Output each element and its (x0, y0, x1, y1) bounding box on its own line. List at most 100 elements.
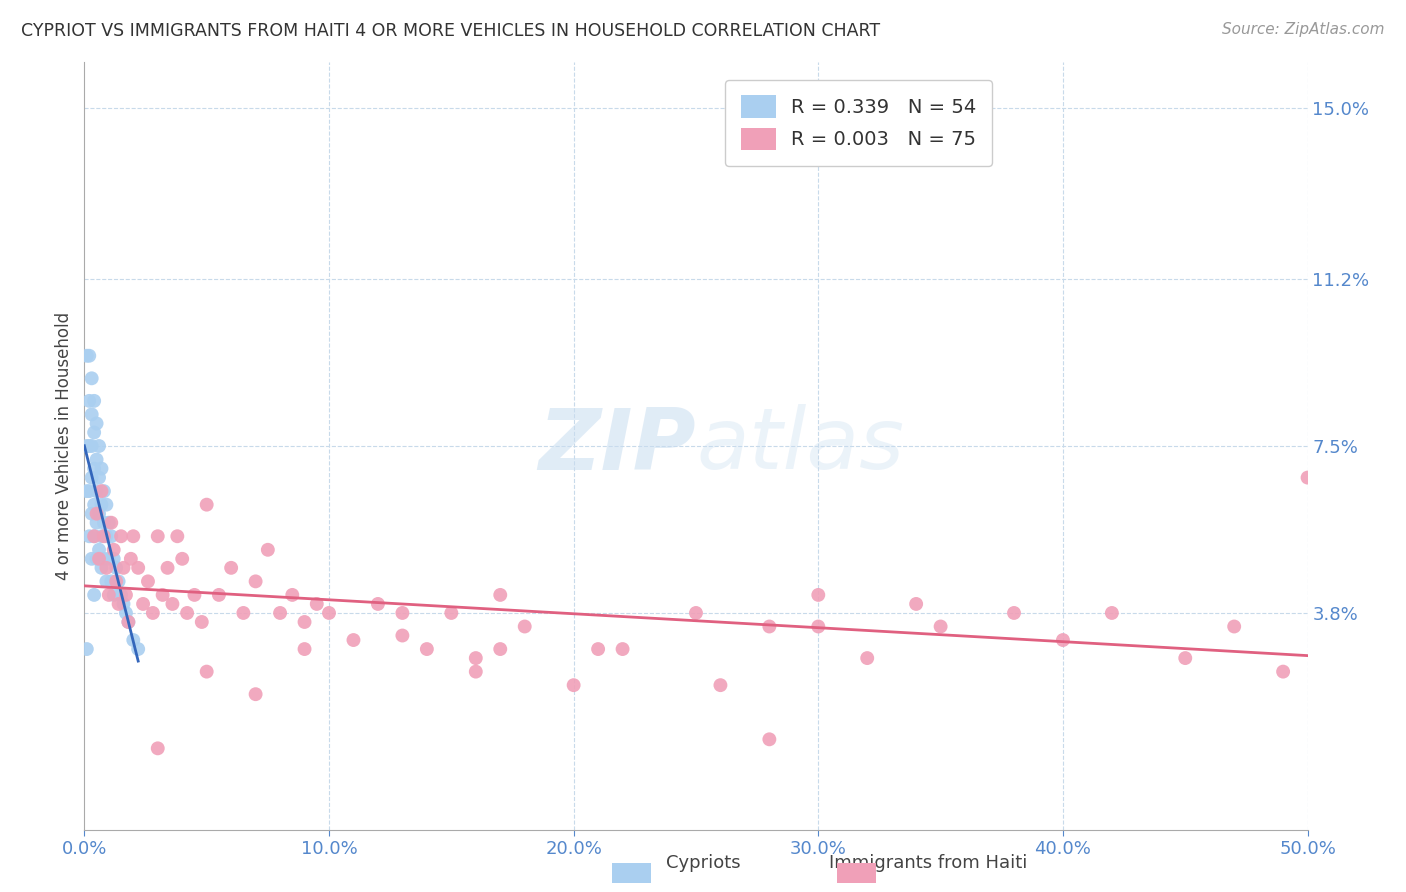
Point (166, 529, 188, 543)
Point (110, 529, 132, 543)
Point (86, 417, 108, 431)
Point (86, 452, 108, 467)
Point (83, 588, 105, 602)
Point (86, 507, 108, 521)
Point (120, 551, 142, 566)
Point (77, 393, 100, 408)
Point (1296, 470, 1319, 484)
Point (76, 484, 98, 499)
Y-axis label: 4 or more Vehicles in Household: 4 or more Vehicles in Household (55, 312, 73, 580)
Point (80, 371, 103, 385)
Point (103, 542, 125, 557)
Point (195, 498, 218, 512)
Point (105, 561, 128, 575)
Point (1223, 619, 1246, 633)
Legend: R = 0.339   N = 54, R = 0.003   N = 75: R = 0.339 N = 54, R = 0.003 N = 75 (725, 79, 993, 166)
Point (685, 606, 707, 620)
Point (172, 551, 194, 566)
Point (97, 588, 120, 602)
Point (115, 606, 138, 620)
Point (107, 597, 129, 611)
Point (269, 606, 291, 620)
Text: ZIP: ZIP (538, 404, 696, 488)
Point (117, 615, 139, 629)
Point (86, 551, 108, 566)
Point (122, 529, 145, 543)
Text: atlas: atlas (696, 404, 904, 488)
Point (100, 574, 122, 589)
Point (122, 633, 145, 648)
Point (176, 606, 198, 620)
Point (156, 561, 179, 575)
Point (96, 498, 118, 512)
Point (905, 597, 928, 611)
Point (929, 619, 952, 633)
Text: CYPRIOT VS IMMIGRANTS FROM HAITI 4 OR MORE VEHICLES IN HOUSEHOLD CORRELATION CHA: CYPRIOT VS IMMIGRANTS FROM HAITI 4 OR MO… (21, 22, 880, 40)
Point (76, 349, 98, 363)
Point (1052, 633, 1074, 648)
Point (132, 597, 155, 611)
Point (76, 439, 98, 453)
Point (208, 588, 231, 602)
Point (513, 619, 536, 633)
Point (152, 588, 174, 602)
Point (96, 529, 118, 543)
Point (90, 484, 112, 499)
Point (807, 619, 830, 633)
Point (96, 561, 118, 575)
Point (758, 732, 780, 747)
Point (87, 551, 110, 566)
Point (87, 470, 110, 484)
Point (183, 588, 205, 602)
Point (391, 628, 413, 642)
Point (562, 678, 585, 692)
Point (83, 425, 105, 440)
Point (342, 633, 364, 648)
Point (281, 588, 304, 602)
Point (117, 615, 139, 629)
Point (142, 606, 165, 620)
Point (93, 529, 115, 543)
Point (83, 461, 105, 475)
Point (294, 615, 316, 629)
Point (90, 461, 112, 475)
Point (110, 588, 132, 602)
Text: Cypriots: Cypriots (665, 855, 741, 872)
Point (305, 597, 328, 611)
Point (80, 408, 103, 422)
Point (367, 597, 389, 611)
Point (162, 597, 184, 611)
Point (96, 574, 118, 589)
Point (100, 516, 122, 530)
Point (464, 651, 486, 665)
Point (758, 619, 780, 633)
Text: Source: ZipAtlas.com: Source: ZipAtlas.com (1222, 22, 1385, 37)
Point (136, 574, 159, 589)
Point (103, 588, 125, 602)
Point (440, 606, 463, 620)
Point (86, 516, 108, 530)
Point (112, 561, 135, 575)
Point (489, 642, 512, 657)
Point (709, 678, 731, 692)
Point (83, 393, 105, 408)
Point (219, 561, 242, 575)
Point (83, 529, 105, 543)
Point (80, 470, 103, 484)
Point (416, 642, 439, 657)
Point (107, 574, 129, 589)
Point (97, 516, 120, 530)
Point (612, 642, 634, 657)
Point (856, 651, 879, 665)
Point (127, 561, 149, 575)
Point (112, 597, 135, 611)
Point (1272, 665, 1295, 679)
Text: Immigrants from Haiti: Immigrants from Haiti (828, 855, 1028, 872)
Point (77, 439, 100, 453)
Point (232, 606, 254, 620)
Point (97, 551, 120, 566)
Point (87, 439, 110, 453)
Point (76, 642, 98, 657)
Point (146, 529, 169, 543)
Point (77, 484, 100, 499)
